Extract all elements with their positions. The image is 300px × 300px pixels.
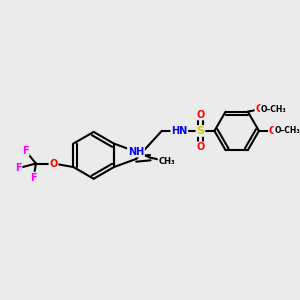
- Text: O: O: [196, 110, 205, 119]
- Text: O–CH₃: O–CH₃: [261, 105, 286, 114]
- Text: O: O: [269, 126, 277, 136]
- Text: O: O: [255, 104, 264, 114]
- Text: F: F: [30, 172, 37, 183]
- Text: O: O: [50, 158, 58, 169]
- Text: F: F: [22, 146, 29, 156]
- Text: O–CH₃: O–CH₃: [274, 126, 300, 135]
- Text: F: F: [15, 163, 22, 173]
- Text: CH₃: CH₃: [158, 157, 175, 166]
- Text: S: S: [196, 126, 204, 136]
- Text: HN: HN: [171, 126, 188, 136]
- Text: NH: NH: [128, 147, 144, 157]
- Text: O: O: [196, 142, 205, 152]
